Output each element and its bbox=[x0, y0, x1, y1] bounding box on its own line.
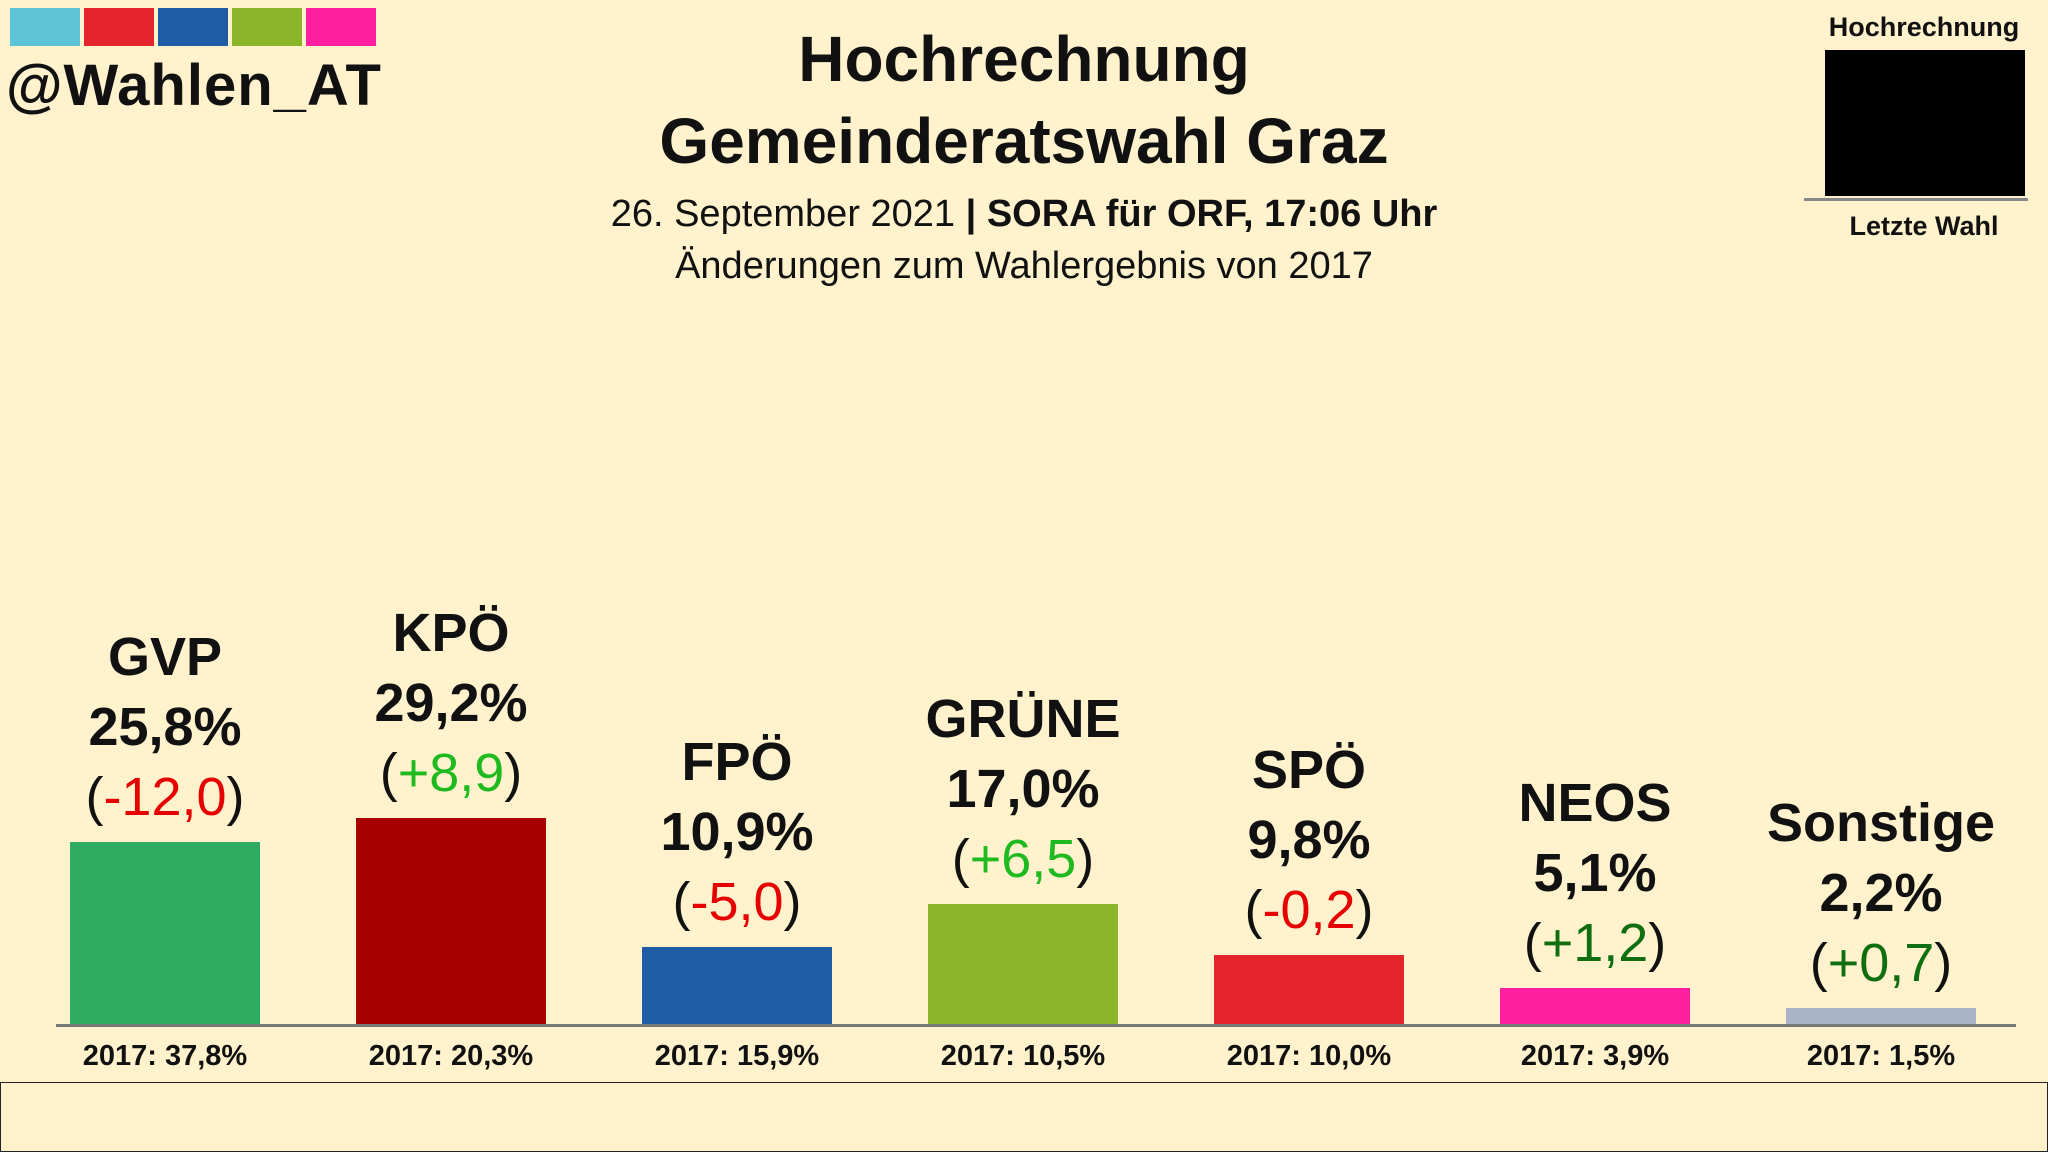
brand-stripe bbox=[84, 8, 154, 46]
party-name: Sonstige bbox=[1766, 793, 1996, 854]
bar-label-group: SPÖ 9,8% (-0,2) bbox=[1144, 735, 1474, 945]
change-label: (+6,5) bbox=[951, 828, 1095, 889]
vote-share-label: 9,8% bbox=[1247, 809, 1371, 870]
previous-result-label: 2017: 1,5% bbox=[1806, 1040, 1956, 1072]
bar-kpö bbox=[356, 817, 546, 1024]
previous-result-label: 2017: 20,3% bbox=[368, 1040, 534, 1072]
title-block: Hochrechnung Gemeinderatswahl Graz 26. S… bbox=[424, 18, 1624, 294]
previous-result-label: 2017: 10,0% bbox=[1226, 1040, 1392, 1072]
change-value: -12,0 bbox=[103, 766, 227, 827]
brand-stripe bbox=[158, 8, 228, 46]
legend-swatch bbox=[1825, 50, 2025, 196]
vote-share-label: 5,1% bbox=[1533, 842, 1657, 903]
chart-baseline bbox=[56, 1024, 2016, 1027]
bar-label-group: NEOS 5,1% (+1,2) bbox=[1430, 768, 1760, 978]
change-value: +6,5 bbox=[969, 828, 1077, 889]
bar-sonstige bbox=[1786, 1008, 1976, 1024]
bar-label-group: FPÖ 10,9% (-5,0) bbox=[572, 727, 902, 937]
vote-share-label: 25,8% bbox=[88, 696, 242, 757]
bar-label-group: GRÜNE 17,0% (+6,5) bbox=[858, 684, 1188, 894]
twitter-handle: @Wahlen_AT bbox=[6, 53, 382, 118]
chart-note: Änderungen zum Wahlergebnis von 2017 bbox=[675, 245, 1373, 287]
bar-grüne bbox=[928, 903, 1118, 1024]
bar-label-group: GVP 25,8% (-12,0) bbox=[0, 622, 330, 832]
change-label: (-12,0) bbox=[85, 766, 245, 827]
brand-stripe bbox=[232, 8, 302, 46]
vote-share-label: 10,9% bbox=[660, 802, 814, 863]
previous-result-label: 2017: 10,5% bbox=[940, 1040, 1106, 1072]
chart-subtitle: 26. September 2021 | SORA für ORF, 17:06… bbox=[424, 190, 1624, 238]
change-label: (+1,2) bbox=[1523, 912, 1667, 973]
change-label: (+0,7) bbox=[1809, 933, 1953, 994]
legend-divider bbox=[1804, 198, 2028, 201]
footer-bar bbox=[0, 1082, 2048, 1152]
party-name: GVP bbox=[107, 626, 223, 687]
subtitle-date: 26. September 2021 bbox=[610, 193, 956, 235]
subtitle-source: | SORA für ORF, 17:06 Uhr bbox=[965, 193, 1438, 235]
chart-title-line2: Gemeinderatswahl Graz bbox=[659, 105, 1389, 177]
change-value: +1,2 bbox=[1541, 912, 1649, 973]
change-label: (-0,2) bbox=[1244, 879, 1374, 940]
bar-label-group: KPÖ 29,2% (+8,9) bbox=[286, 598, 616, 808]
legend-label-last-election: Letzte Wahl bbox=[1849, 211, 1999, 241]
brand-stripe bbox=[306, 8, 376, 46]
brand-stripe bbox=[10, 8, 80, 46]
party-name: SPÖ bbox=[1251, 739, 1367, 800]
change-label: (-5,0) bbox=[672, 872, 802, 933]
party-name: NEOS bbox=[1518, 772, 1672, 833]
chart-title-line1: Hochrechnung bbox=[798, 23, 1250, 95]
bar-neos bbox=[1500, 987, 1690, 1024]
vote-share-label: 29,2% bbox=[374, 672, 528, 733]
bar-spö bbox=[1214, 954, 1404, 1024]
previous-result-label: 2017: 15,9% bbox=[654, 1040, 820, 1072]
party-name: GRÜNE bbox=[925, 688, 1121, 749]
legend-label-projection: Hochrechnung bbox=[1828, 12, 2020, 42]
brand-stripes bbox=[10, 8, 376, 46]
change-value: +0,7 bbox=[1827, 933, 1935, 994]
change-label: (+8,9) bbox=[379, 742, 523, 803]
vote-share-label: 2,2% bbox=[1819, 863, 1943, 924]
vote-share-label: 17,0% bbox=[946, 758, 1100, 819]
change-value: -5,0 bbox=[690, 872, 784, 933]
party-name: FPÖ bbox=[681, 732, 793, 793]
bar-label-group: Sonstige 2,2% (+0,7) bbox=[1716, 788, 2046, 998]
previous-result-label: 2017: 37,8% bbox=[82, 1040, 248, 1072]
change-value: +8,9 bbox=[397, 742, 505, 803]
bar-gvp bbox=[70, 841, 260, 1024]
bar-fpö bbox=[642, 947, 832, 1024]
change-value: -0,2 bbox=[1262, 879, 1356, 940]
party-name: KPÖ bbox=[392, 602, 510, 663]
previous-result-label: 2017: 3,9% bbox=[1520, 1040, 1670, 1072]
